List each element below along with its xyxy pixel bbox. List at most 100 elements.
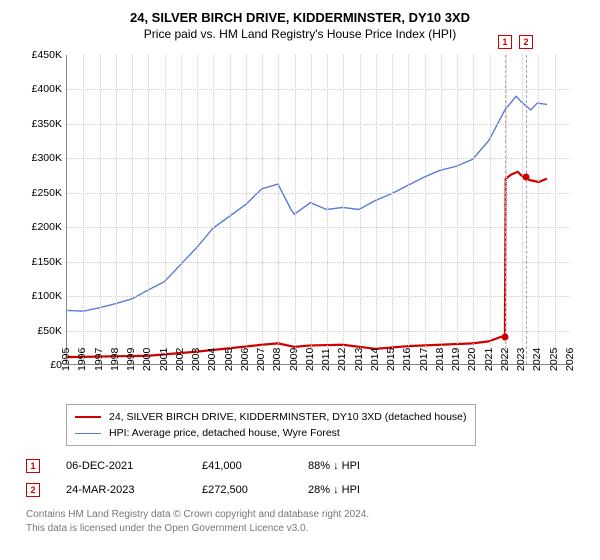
x-axis-label: 2014 — [369, 348, 381, 371]
event-marker: 1 — [498, 35, 512, 49]
gridline-h — [67, 158, 570, 159]
x-axis-label: 2021 — [483, 348, 495, 371]
gridline-v — [197, 55, 198, 364]
x-axis-label: 2006 — [239, 348, 251, 371]
event-row: 1 06-DEC-2021 £41,000 88% ↓ HPI — [26, 454, 584, 478]
gridline-v — [83, 55, 84, 364]
x-axis-label: 2017 — [418, 348, 430, 371]
event-number: 2 — [26, 483, 40, 497]
gridline-v — [100, 55, 101, 364]
y-axis-label: £450K — [20, 49, 62, 61]
gridline-v — [295, 55, 296, 364]
event-date: 24-MAR-2023 — [66, 484, 176, 496]
gridline-v — [213, 55, 214, 364]
chart-title: 24, SILVER BIRCH DRIVE, KIDDERMINSTER, D… — [10, 10, 590, 25]
x-axis-label: 1995 — [60, 348, 72, 371]
legend-swatch — [75, 416, 101, 418]
x-axis-label: 2015 — [385, 348, 397, 371]
x-axis-label: 1997 — [93, 348, 105, 371]
event-number: 1 — [26, 459, 40, 473]
x-axis-label: 2010 — [304, 348, 316, 371]
x-axis-label: 2016 — [401, 348, 413, 371]
gridline-v — [457, 55, 458, 364]
footer-line-1: Contains HM Land Registry data © Crown c… — [26, 508, 584, 522]
gridline-h — [67, 89, 570, 90]
gridline-v — [522, 55, 523, 364]
x-axis-label: 1998 — [109, 348, 121, 371]
x-axis-label: 2024 — [531, 348, 543, 371]
series-property — [67, 172, 547, 357]
gridline-v — [246, 55, 247, 364]
y-axis-label: £50K — [20, 325, 62, 337]
event-vline — [526, 55, 527, 364]
gridline-h — [67, 331, 570, 332]
y-axis-label: £200K — [20, 221, 62, 233]
x-axis-label: 2002 — [174, 348, 186, 371]
x-axis-label: 2011 — [320, 348, 332, 371]
y-axis-label: £350K — [20, 118, 62, 130]
gridline-v — [311, 55, 312, 364]
gridline-v — [490, 55, 491, 364]
event-delta: 88% ↓ HPI — [308, 460, 398, 472]
x-axis-label: 2020 — [466, 348, 478, 371]
gridline-v — [116, 55, 117, 364]
gridline-v — [473, 55, 474, 364]
x-axis-label: 2012 — [336, 348, 348, 371]
gridline-h — [67, 296, 570, 297]
x-axis-label: 2003 — [190, 348, 202, 371]
event-date: 06-DEC-2021 — [66, 460, 176, 472]
x-axis-label: 2025 — [548, 348, 560, 371]
legend-label: 24, SILVER BIRCH DRIVE, KIDDERMINSTER, D… — [109, 411, 467, 423]
gridline-v — [230, 55, 231, 364]
x-axis-label: 2022 — [499, 348, 511, 371]
legend-label: HPI: Average price, detached house, Wyre… — [109, 427, 340, 439]
y-axis-label: £300K — [20, 152, 62, 164]
gridline-v — [360, 55, 361, 364]
x-axis-label: 2013 — [353, 348, 365, 371]
gridline-h — [67, 124, 570, 125]
y-axis-label: £150K — [20, 256, 62, 268]
gridline-v — [165, 55, 166, 364]
event-price: £41,000 — [202, 460, 282, 472]
gridline-h — [67, 227, 570, 228]
event-table: 1 06-DEC-2021 £41,000 88% ↓ HPI 2 24-MAR-2023… — [26, 454, 584, 502]
legend: 24, SILVER BIRCH DRIVE, KIDDERMINSTER, D… — [66, 404, 476, 446]
gridline-v — [425, 55, 426, 364]
event-vline — [505, 55, 506, 364]
gridline-v — [278, 55, 279, 364]
event-price: £272,500 — [202, 484, 282, 496]
x-axis-label: 2000 — [141, 348, 153, 371]
legend-swatch — [75, 433, 101, 434]
gridline-v — [408, 55, 409, 364]
x-axis-label: 2001 — [158, 348, 170, 371]
footer-line-2: This data is licensed under the Open Gov… — [26, 522, 584, 536]
event-dot — [522, 174, 529, 181]
gridline-v — [327, 55, 328, 364]
x-axis-label: 2007 — [255, 348, 267, 371]
gridline-v — [148, 55, 149, 364]
plot-area: 12 — [66, 55, 570, 365]
gridline-h — [67, 193, 570, 194]
gridline-v — [181, 55, 182, 364]
x-axis-label: 2026 — [564, 348, 576, 371]
series-hpi — [67, 96, 547, 311]
x-axis-label: 1996 — [76, 348, 88, 371]
gridline-h — [67, 262, 570, 263]
gridline-v — [538, 55, 539, 364]
gridline-v — [392, 55, 393, 364]
x-axis-label: 2009 — [288, 348, 300, 371]
event-row: 224-MAR-2023£272,50028% ↓ HPI — [26, 478, 584, 502]
y-axis-label: £250K — [20, 187, 62, 199]
line-series — [67, 55, 570, 364]
footer-attribution: Contains HM Land Registry data © Crown c… — [26, 508, 584, 535]
x-axis-label: 2019 — [450, 348, 462, 371]
gridline-v — [262, 55, 263, 364]
legend-item: HPI: Average price, detached house, Wyre… — [75, 425, 467, 441]
x-axis-label: 2004 — [206, 348, 218, 371]
x-axis-label: 2018 — [434, 348, 446, 371]
legend-item: 24, SILVER BIRCH DRIVE, KIDDERMINSTER, D… — [75, 409, 467, 425]
y-axis-label: £400K — [20, 83, 62, 95]
gridline-v — [555, 55, 556, 364]
event-dot — [501, 333, 508, 340]
gridline-v — [506, 55, 507, 364]
